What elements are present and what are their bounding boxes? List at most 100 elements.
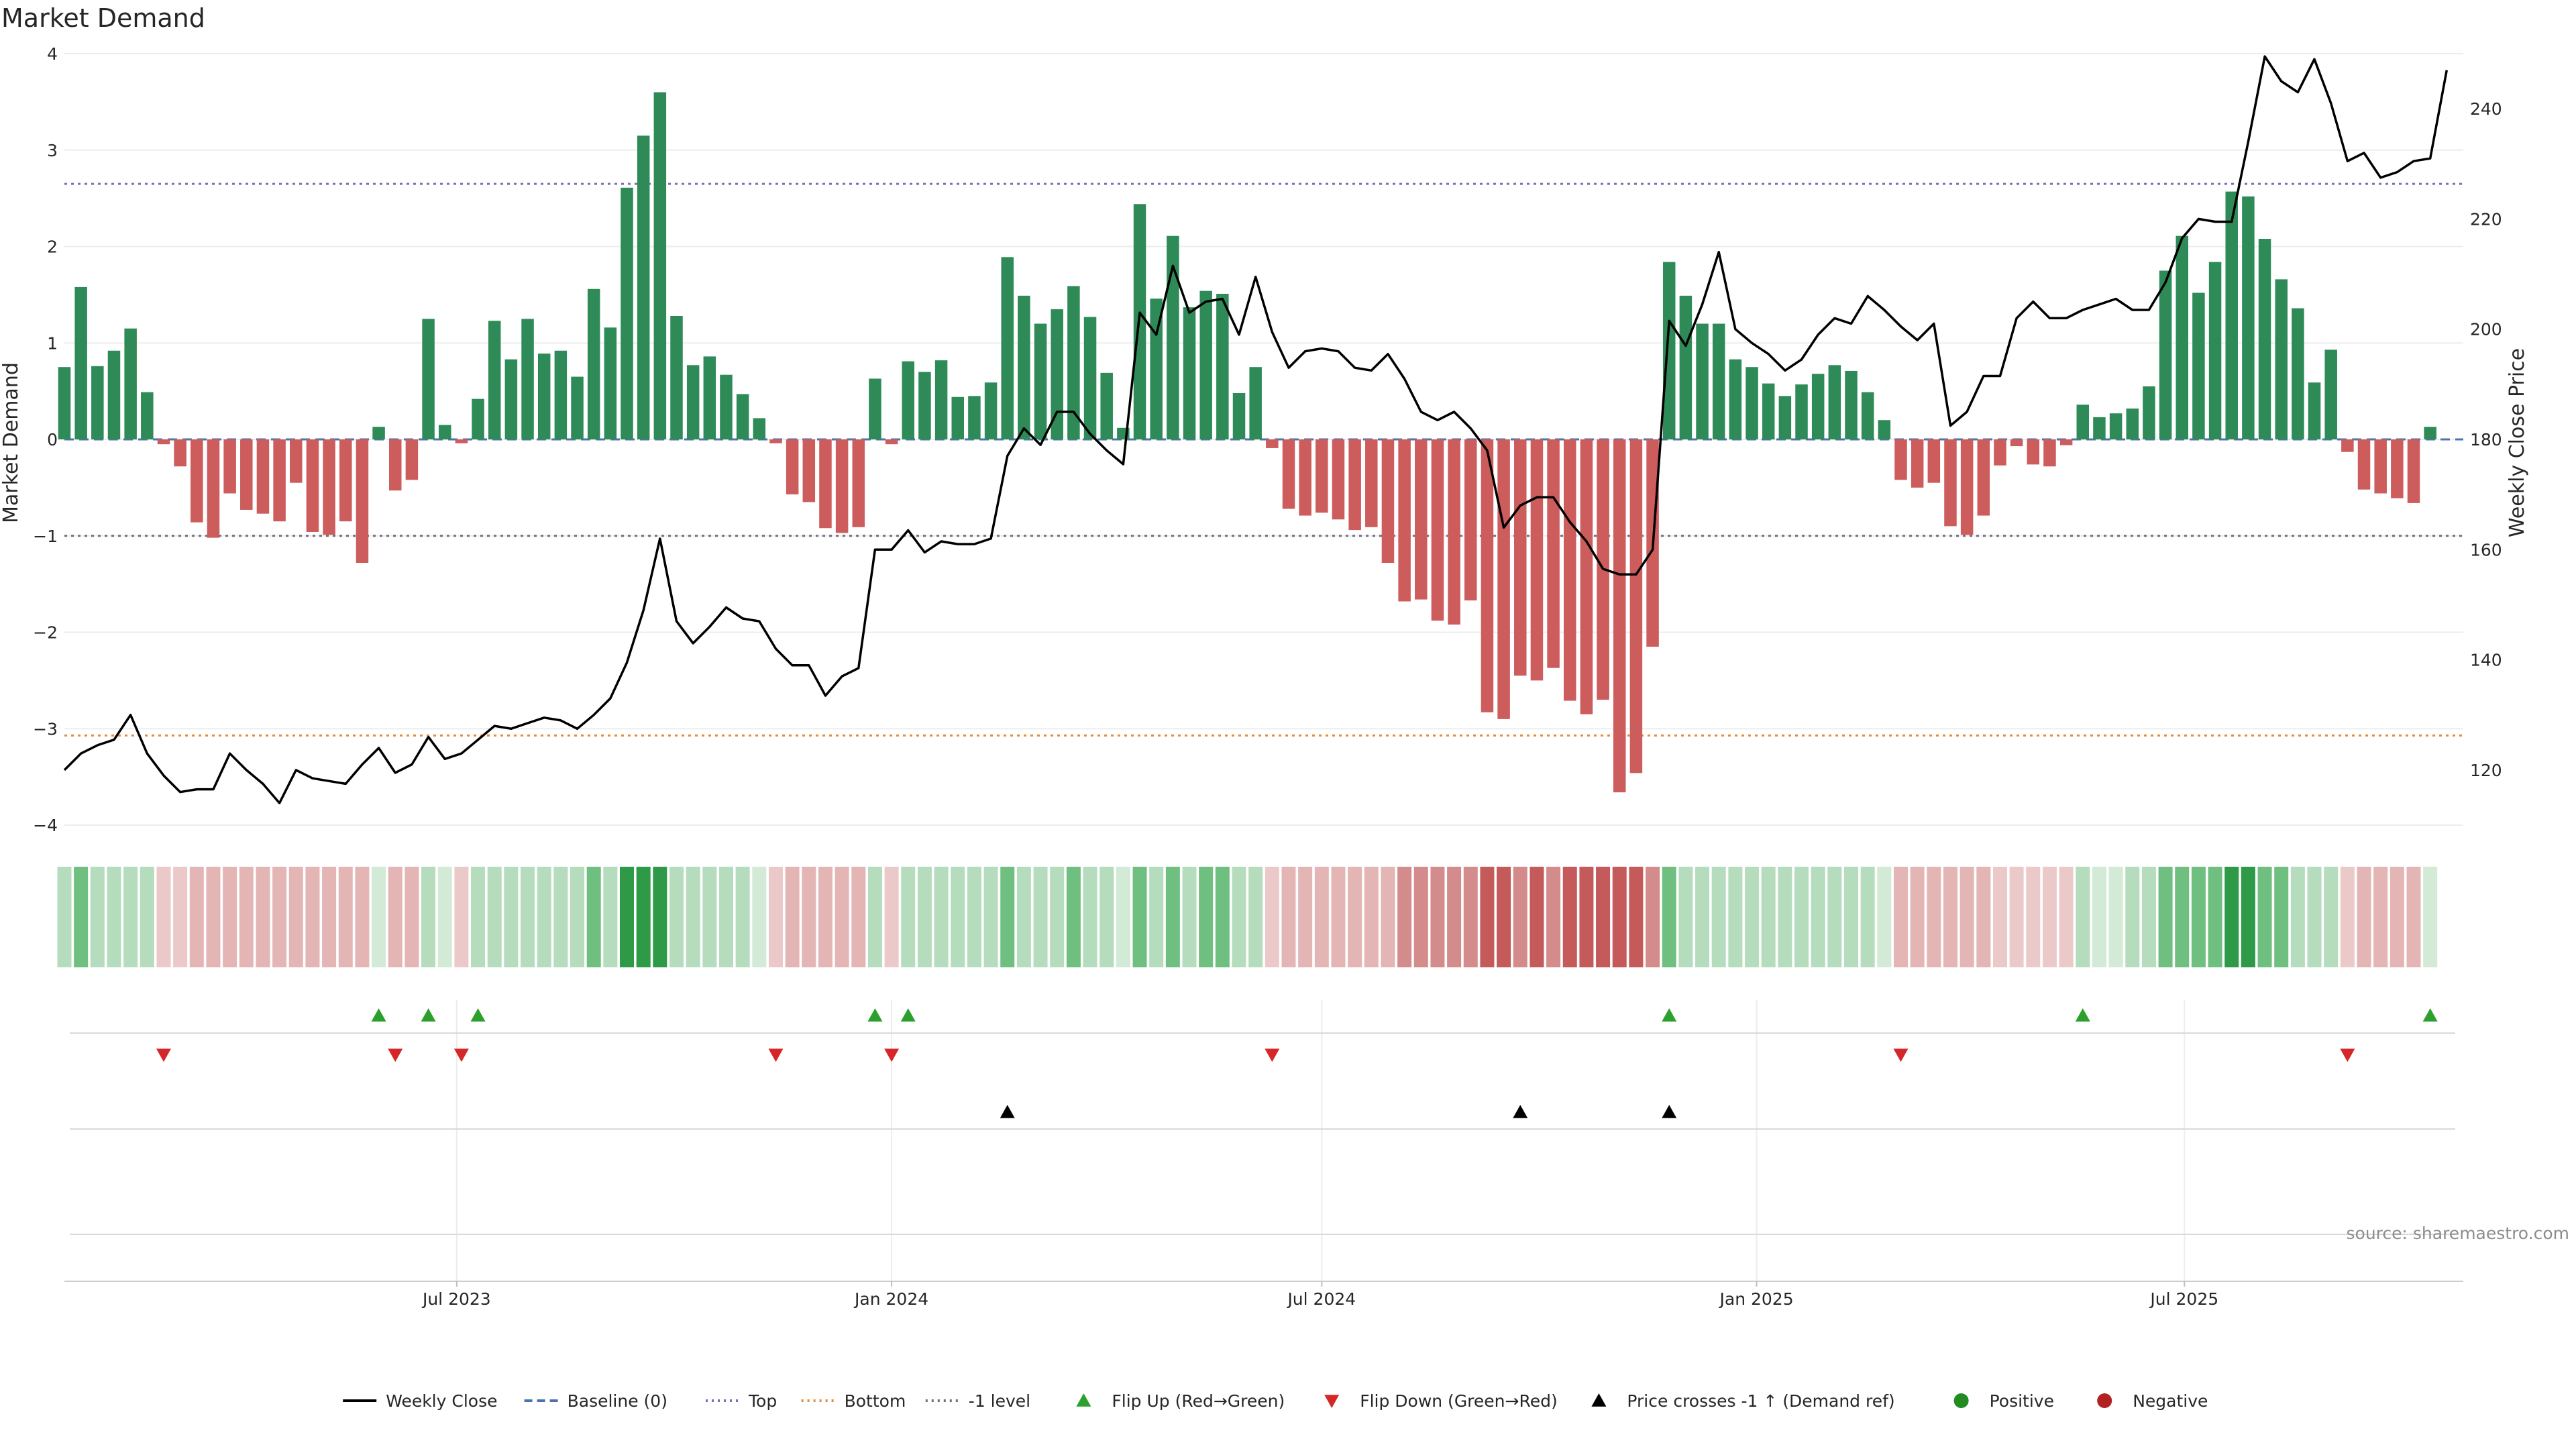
demand-bar: [372, 427, 385, 439]
heat-cell: [620, 867, 635, 967]
heat-cell: [1579, 867, 1594, 967]
demand-bar: [1431, 439, 1444, 621]
heat-cell: [653, 867, 667, 967]
demand-bar: [1696, 323, 1709, 439]
demand-bar: [885, 439, 898, 445]
heat-cell: [818, 867, 833, 967]
demand-bar: [1150, 299, 1163, 439]
gridlines: [64, 53, 2463, 1282]
demand-bar: [753, 418, 766, 439]
heat-cell: [2076, 867, 2090, 967]
demand-bar: [1563, 439, 1576, 701]
heat-cell: [1745, 867, 1760, 967]
heat-cell: [967, 867, 981, 967]
demand-bar: [1299, 439, 1311, 516]
legend-item: Baseline (0): [524, 1391, 667, 1411]
heat-cell: [1629, 867, 1644, 967]
heat-cell: [173, 867, 188, 967]
demand-bar: [207, 439, 220, 538]
x-tick-label: Jul 2024: [1286, 1289, 1356, 1309]
demand-bar: [1960, 439, 1974, 535]
legend-label: Bottom: [845, 1391, 906, 1411]
flip-down-marker: [2340, 1049, 2355, 1062]
demand-bar: [2143, 386, 2155, 439]
heat-cell: [1232, 867, 1246, 967]
heat-cell: [1463, 867, 1478, 967]
heat-cell: [2224, 867, 2239, 967]
demand-bar: [1249, 367, 1262, 439]
heat-cell: [454, 867, 469, 967]
legend-item: -1 level: [925, 1391, 1030, 1411]
demand-bar: [1845, 370, 1858, 439]
legend-label: Positive: [1990, 1391, 2054, 1411]
heat-cell: [1711, 867, 1726, 967]
heat-cell: [140, 867, 154, 967]
heat-cell: [1000, 867, 1015, 967]
demand-bar: [1662, 262, 1676, 439]
demand-bar: [835, 439, 849, 533]
heat-cell: [1546, 867, 1561, 967]
demand-bar: [240, 439, 253, 510]
demand-bar: [1464, 439, 1477, 601]
demand-bar: [323, 439, 335, 535]
demand-bar: [1183, 307, 1196, 439]
demand-bar: [1994, 439, 2006, 466]
demand-bar: [488, 321, 501, 439]
heat-cell: [123, 867, 138, 967]
demand-bar: [686, 365, 700, 439]
demand-bar: [191, 439, 203, 523]
demand-bar: [1878, 420, 1891, 439]
left-tick-label: −3: [33, 719, 58, 739]
demand-bar: [1861, 392, 1874, 439]
demand-bar: [438, 425, 451, 439]
legend-label: Flip Up (Red→Green): [1112, 1391, 1285, 1411]
heat-cell: [901, 867, 916, 967]
heat-cell: [917, 867, 932, 967]
heat-cell: [537, 867, 551, 967]
heat-cell: [2108, 867, 2123, 967]
heat-cell: [802, 867, 816, 967]
flip-up-marker: [900, 1008, 916, 1022]
demand-bar: [1530, 439, 1544, 681]
heat-cell: [57, 867, 72, 967]
heat-cell: [1695, 867, 1710, 967]
heat-cell: [256, 867, 270, 967]
heat-cell: [421, 867, 436, 967]
heat-cell: [1215, 867, 1230, 967]
demand-bar: [2258, 239, 2271, 439]
demand-bar: [653, 92, 667, 439]
demand-bar: [951, 396, 965, 439]
heat-cell: [1099, 867, 1114, 967]
demand-bar: [2292, 308, 2304, 439]
demand-bar: [819, 439, 832, 529]
legend-swatch: [1953, 1393, 1969, 1408]
left-tick-label: 3: [47, 141, 58, 160]
heat-cell: [1298, 867, 1313, 967]
heat-cell: [1413, 867, 1428, 967]
demand-bar: [968, 396, 981, 439]
demand-bar: [273, 439, 286, 522]
demand-bar: [621, 187, 633, 439]
heat-cell: [305, 867, 320, 967]
heat-cell: [1976, 867, 1991, 967]
demand-bar: [769, 439, 782, 443]
heat-cell: [1943, 867, 1957, 967]
heat-cell: [1033, 867, 1048, 967]
demand-bar: [472, 398, 484, 439]
demand-bar: [984, 382, 998, 439]
left-tick-label: 0: [47, 430, 58, 449]
legend-label: Top: [748, 1391, 777, 1411]
demand-bar: [1365, 439, 1378, 527]
price-cross-marker: [1662, 1105, 1677, 1118]
demand-bar: [1415, 439, 1428, 600]
heat-cell: [2175, 867, 2190, 967]
heat-cell: [2307, 867, 2322, 967]
demand-bar: [256, 439, 270, 514]
demand-bar: [604, 327, 617, 439]
heat-cell: [1678, 867, 1693, 967]
left-tick-label: −2: [33, 623, 58, 643]
heat-cell: [2373, 867, 2388, 967]
heat-cell: [2092, 867, 2106, 967]
heat-cell: [1050, 867, 1065, 967]
